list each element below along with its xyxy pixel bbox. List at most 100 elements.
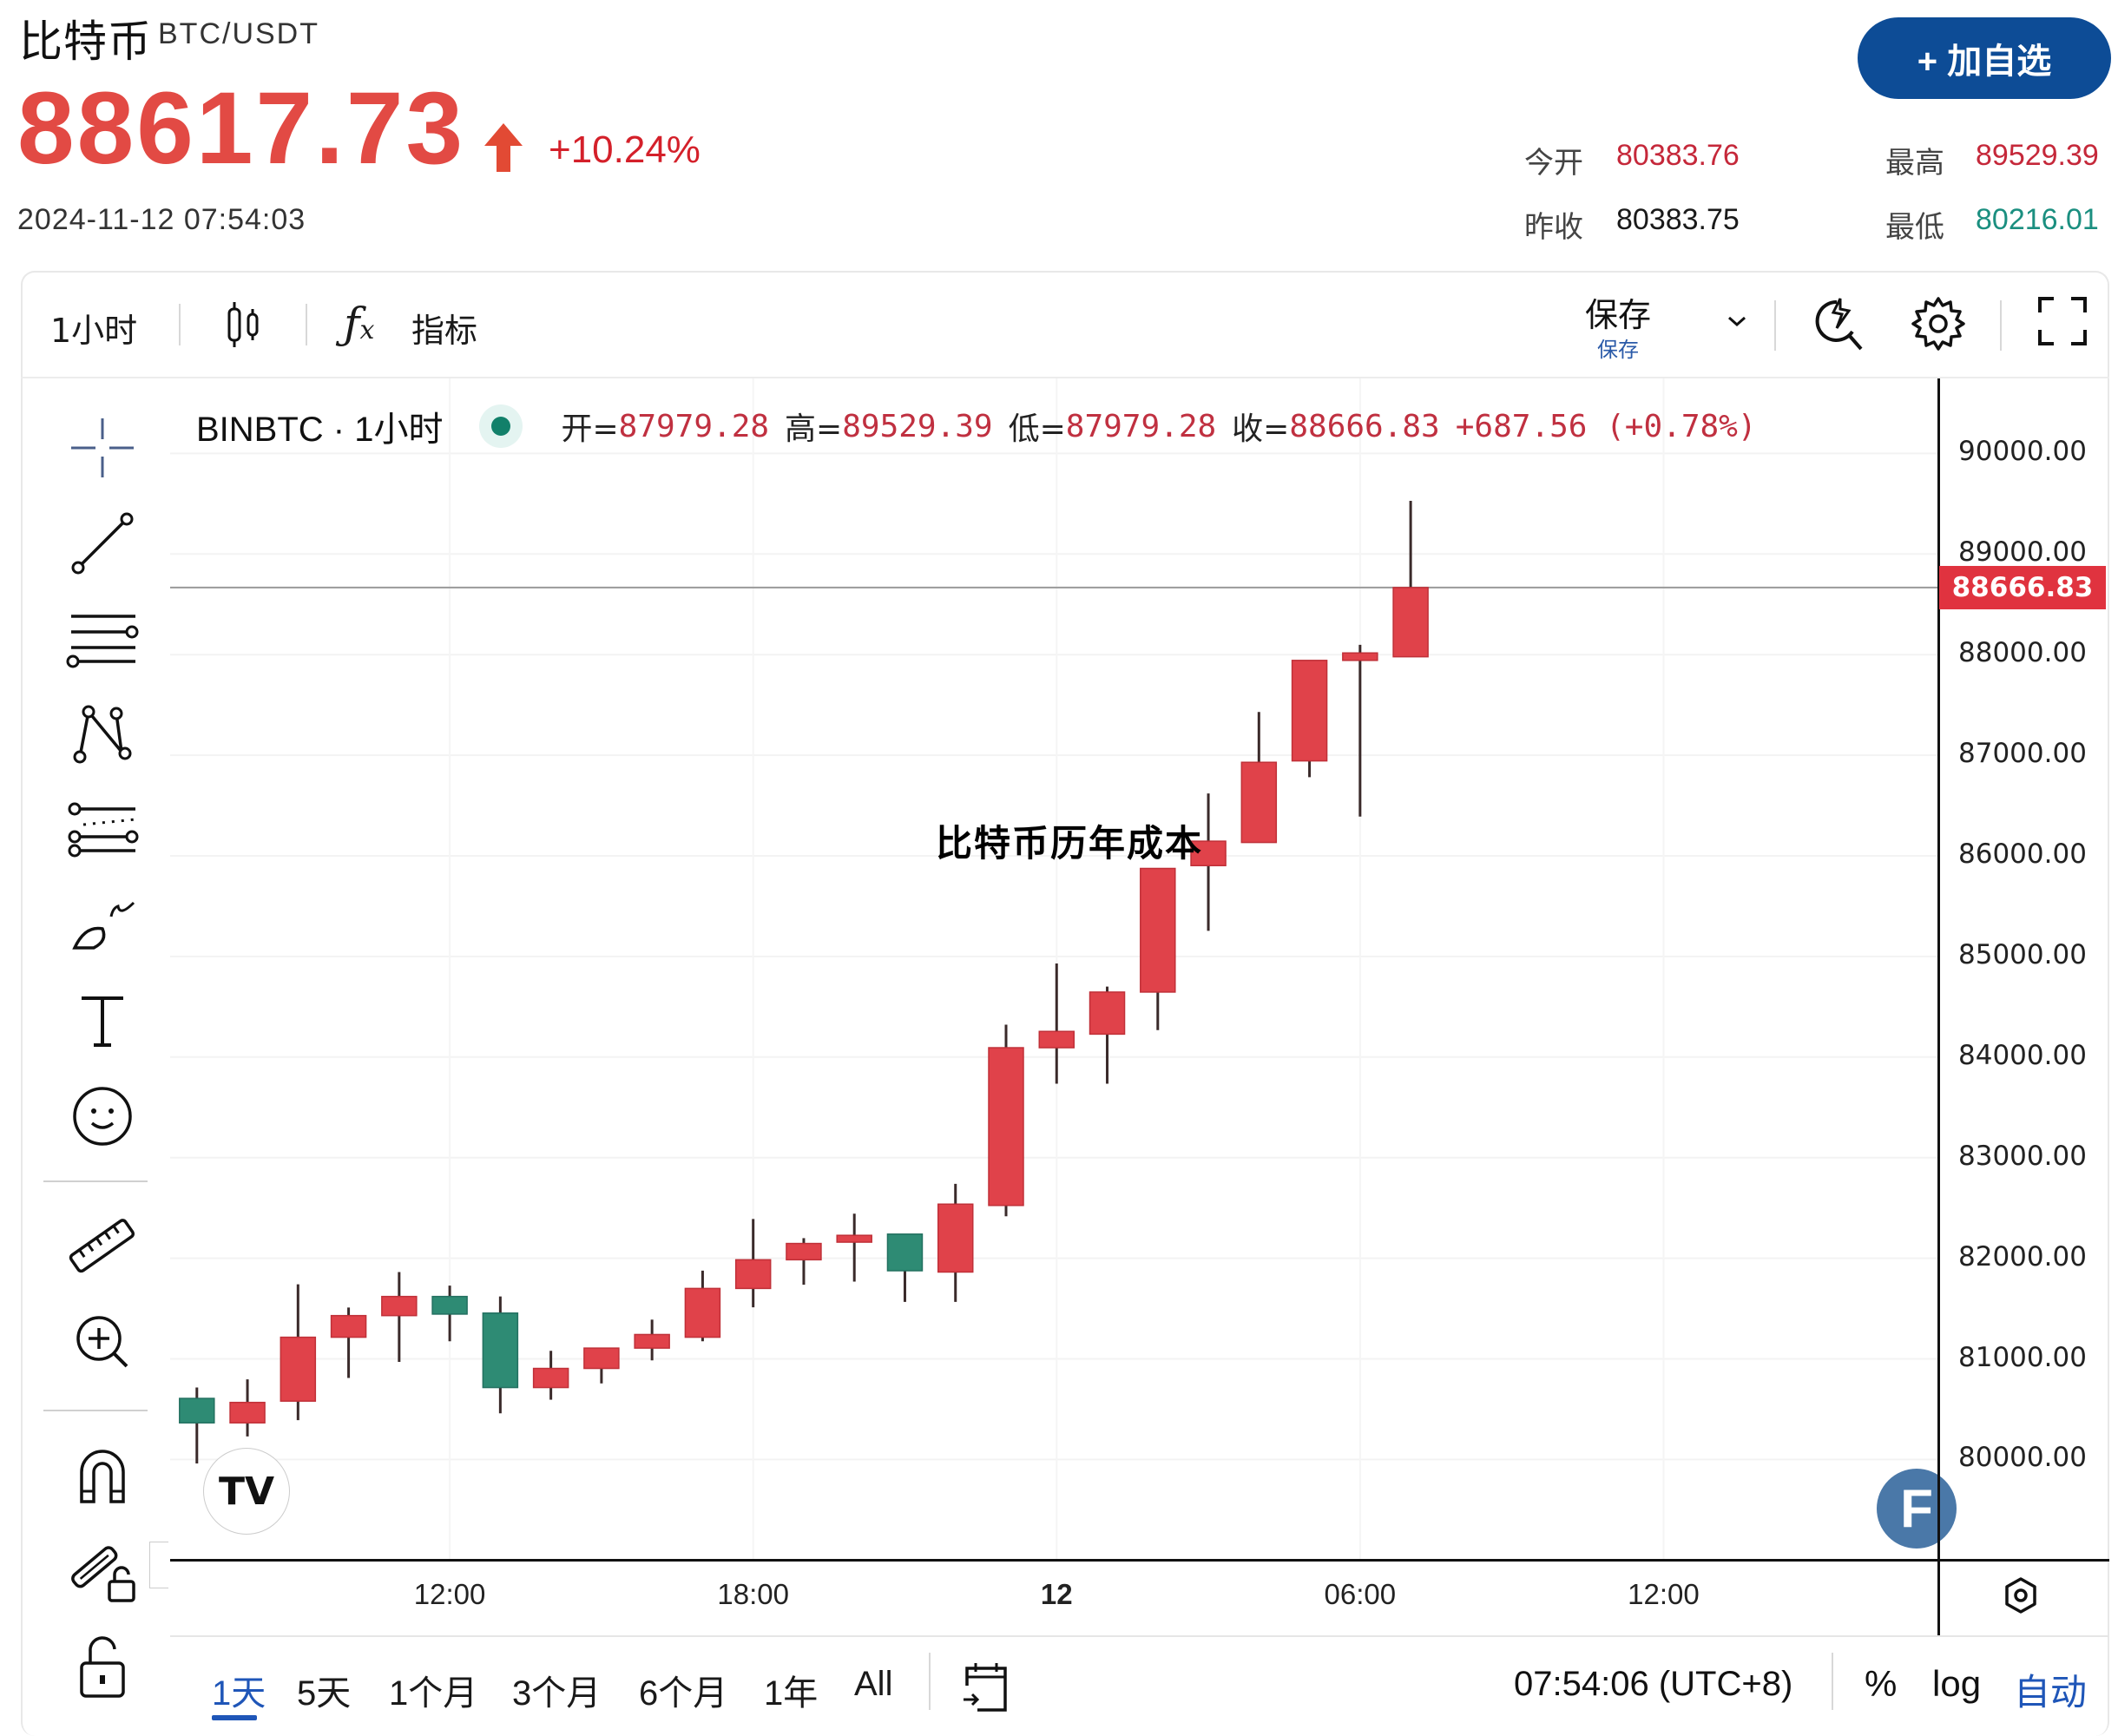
percent-scale-toggle[interactable]: % bbox=[1865, 1663, 1898, 1704]
last-price-label: 88666.83 bbox=[1939, 566, 2106, 609]
price-chart[interactable] bbox=[170, 378, 1937, 1559]
up-arrow-icon bbox=[484, 123, 523, 172]
open-label: 今开 bbox=[1524, 147, 1583, 180]
candle[interactable] bbox=[836, 1213, 872, 1282]
candle[interactable] bbox=[988, 1024, 1024, 1217]
quick-search-icon[interactable] bbox=[1811, 293, 1866, 354]
candle[interactable] bbox=[482, 1296, 519, 1414]
range-3[interactable]: 1个月 bbox=[389, 1674, 478, 1713]
emoji-tool[interactable] bbox=[59, 1073, 146, 1160]
candle[interactable] bbox=[1038, 963, 1075, 1084]
toolbar-divider bbox=[179, 304, 181, 345]
price-tick-label: 84000.00 bbox=[1958, 1039, 2087, 1071]
candle[interactable] bbox=[532, 1351, 569, 1400]
trend-line-tool[interactable] bbox=[59, 500, 146, 587]
candle[interactable] bbox=[1089, 986, 1126, 1084]
collapse-toolbar-handle[interactable] bbox=[149, 1542, 168, 1588]
legend-open-label: 开= bbox=[561, 411, 619, 447]
save-sublabel: 保存 bbox=[1597, 338, 1639, 362]
save-button[interactable]: 保存 保存 bbox=[1585, 288, 1651, 363]
gear-icon[interactable] bbox=[1908, 293, 1969, 354]
parallel-channel-icon bbox=[66, 615, 139, 668]
legend-open-value: 87979.28 bbox=[618, 408, 770, 444]
candle[interactable] bbox=[1240, 712, 1278, 844]
candle[interactable] bbox=[1392, 500, 1429, 658]
pencil-lock-icon bbox=[71, 1546, 135, 1602]
zoom-in-tool[interactable] bbox=[59, 1299, 146, 1385]
go-to-date-icon[interactable] bbox=[960, 1660, 1012, 1713]
magnet-icon bbox=[80, 1450, 125, 1503]
candle[interactable] bbox=[684, 1270, 721, 1342]
candle[interactable] bbox=[734, 1219, 772, 1308]
time-axis-border bbox=[170, 1559, 2109, 1562]
range-1[interactable]: 1天 bbox=[212, 1674, 266, 1713]
candle[interactable] bbox=[886, 1233, 924, 1302]
add-to-watchlist-button[interactable]: + 加自选 bbox=[1858, 17, 2111, 99]
legend-close-value: 88666.83 bbox=[1289, 408, 1440, 444]
candle[interactable] bbox=[1190, 793, 1227, 931]
toolbar-divider bbox=[2000, 300, 2002, 351]
candle-type-icon[interactable] bbox=[222, 300, 266, 349]
candle[interactable] bbox=[1342, 644, 1378, 817]
candle[interactable] bbox=[634, 1319, 670, 1361]
low-value: 80216.01 bbox=[1976, 203, 2099, 236]
tools-divider bbox=[43, 1180, 148, 1182]
range-2[interactable]: 5天 bbox=[297, 1674, 352, 1713]
crosshair-icon bbox=[71, 418, 134, 477]
candle[interactable] bbox=[1291, 660, 1328, 778]
range-5[interactable]: 6个月 bbox=[639, 1674, 728, 1713]
text-tool[interactable] bbox=[59, 977, 146, 1064]
brush-tool[interactable] bbox=[59, 882, 146, 969]
chart-clock[interactable]: 07:54:06 (UTC+8) bbox=[1514, 1665, 1793, 1703]
magnet-tool[interactable] bbox=[59, 1432, 146, 1519]
prev-close-label: 昨收 bbox=[1524, 211, 1583, 244]
range-6[interactable]: 1年 bbox=[764, 1674, 819, 1713]
crosshair-tool[interactable] bbox=[59, 404, 146, 491]
chevron-down-icon[interactable] bbox=[1724, 311, 1750, 332]
price-tick-label: 89000.00 bbox=[1958, 536, 2087, 569]
candle[interactable] bbox=[583, 1347, 620, 1384]
tools-divider bbox=[43, 1410, 148, 1411]
price-tick-label: 83000.00 bbox=[1958, 1140, 2087, 1172]
time-tick-label: 18:00 bbox=[717, 1578, 789, 1610]
candle[interactable] bbox=[330, 1307, 367, 1378]
interval-selector[interactable]: 1小时 bbox=[50, 312, 138, 350]
fibonacci-tool[interactable] bbox=[59, 786, 146, 873]
smiley-icon bbox=[73, 1087, 132, 1146]
parallel-lines-tool[interactable] bbox=[59, 595, 146, 682]
ruler-icon bbox=[69, 1219, 135, 1273]
candle[interactable] bbox=[786, 1238, 822, 1286]
auto-scale-toggle[interactable]: 自动 bbox=[2014, 1672, 2088, 1713]
auto-scale-icon[interactable] bbox=[2002, 1576, 2040, 1614]
time-tick-label: 06:00 bbox=[1324, 1578, 1397, 1610]
fullscreen-icon[interactable] bbox=[2036, 295, 2088, 347]
candle[interactable] bbox=[431, 1286, 468, 1342]
price-tick-label: 85000.00 bbox=[1958, 938, 2087, 970]
legend-close-label: 收= bbox=[1232, 411, 1290, 447]
candle[interactable] bbox=[179, 1387, 215, 1464]
function-icon[interactable]: ƒx bbox=[344, 299, 375, 349]
candle[interactable] bbox=[937, 1183, 974, 1302]
range-4[interactable]: 3个月 bbox=[512, 1674, 602, 1713]
overlay-title: 比特币历年成本 bbox=[936, 822, 1204, 865]
candle[interactable] bbox=[280, 1284, 317, 1421]
lock-tool[interactable] bbox=[59, 1623, 146, 1710]
range-7[interactable]: All bbox=[854, 1665, 893, 1703]
measure-tool[interactable] bbox=[59, 1203, 146, 1290]
log-scale-toggle[interactable]: log bbox=[1932, 1663, 1982, 1704]
gridlines bbox=[170, 378, 1937, 1559]
tradingview-logo[interactable]: TV bbox=[203, 1448, 290, 1535]
market-status-icon bbox=[479, 404, 523, 448]
lock-drawings-tool[interactable] bbox=[59, 1528, 146, 1614]
legend-low-value: 87979.28 bbox=[1065, 408, 1217, 444]
pattern-tool[interactable] bbox=[59, 691, 146, 778]
candle[interactable] bbox=[229, 1379, 266, 1437]
quote-timestamp: 2024-11-12 07:54:03 bbox=[17, 203, 306, 236]
trading-pair: BTC/USDT bbox=[158, 17, 319, 50]
price-tick-label: 82000.00 bbox=[1958, 1240, 2087, 1272]
bottom-divider bbox=[1832, 1653, 1833, 1710]
candle[interactable] bbox=[381, 1272, 418, 1362]
candle[interactable] bbox=[1140, 867, 1176, 1030]
high-value: 89529.39 bbox=[1976, 139, 2099, 172]
indicators-button[interactable]: 指标 bbox=[411, 312, 478, 350]
